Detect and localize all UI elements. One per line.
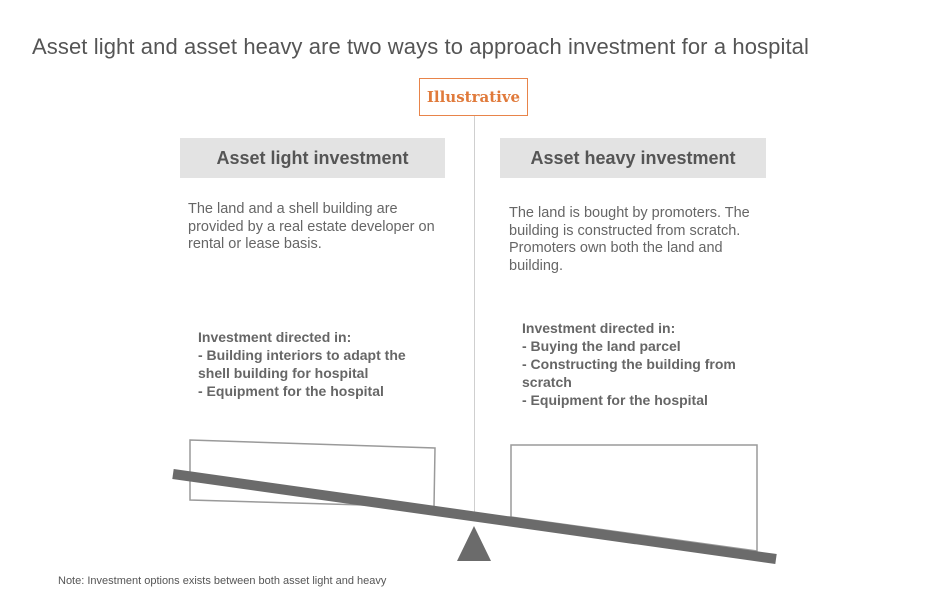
- footnote: Note: Investment options exists between …: [58, 575, 387, 587]
- asset-light-investment-item: shell building for hospital: [198, 365, 369, 381]
- asset-heavy-investment-item: - Equipment for the hospital: [522, 392, 708, 408]
- asset-light-header: Asset light investment: [180, 138, 445, 178]
- asset-light-description: The land and a shell building are provid…: [188, 201, 435, 252]
- asset-heavy-investment: Investment directed in: - Buying the lan…: [522, 319, 782, 409]
- asset-heavy-description: The land is bought by promoters. The bui…: [509, 205, 750, 274]
- illustrative-tag: Illustrative: [419, 78, 528, 116]
- asset-light-investment-item: - Equipment for the hospital: [198, 383, 384, 399]
- center-divider: [474, 116, 475, 512]
- asset-heavy-investment-heading: Investment directed in:: [522, 320, 676, 336]
- fulcrum-triangle: [457, 526, 491, 561]
- seesaw-beam: [172, 469, 777, 564]
- asset-heavy-investment-item: - Constructing the building from: [522, 356, 736, 372]
- asset-heavy-investment-item: - Buying the land parcel: [522, 338, 681, 354]
- asset-heavy-investment-item: scratch: [522, 374, 572, 390]
- heavy-investment-box: [510, 444, 758, 552]
- asset-light-investment-heading: Investment directed in:: [198, 329, 352, 345]
- page-title: Asset light and asset heavy are two ways…: [32, 34, 809, 59]
- asset-light-investment-item: - Building interiors to adapt the: [198, 347, 406, 363]
- asset-light-investment: Investment directed in: - Building inter…: [198, 328, 458, 400]
- asset-heavy-header: Asset heavy investment: [500, 138, 766, 178]
